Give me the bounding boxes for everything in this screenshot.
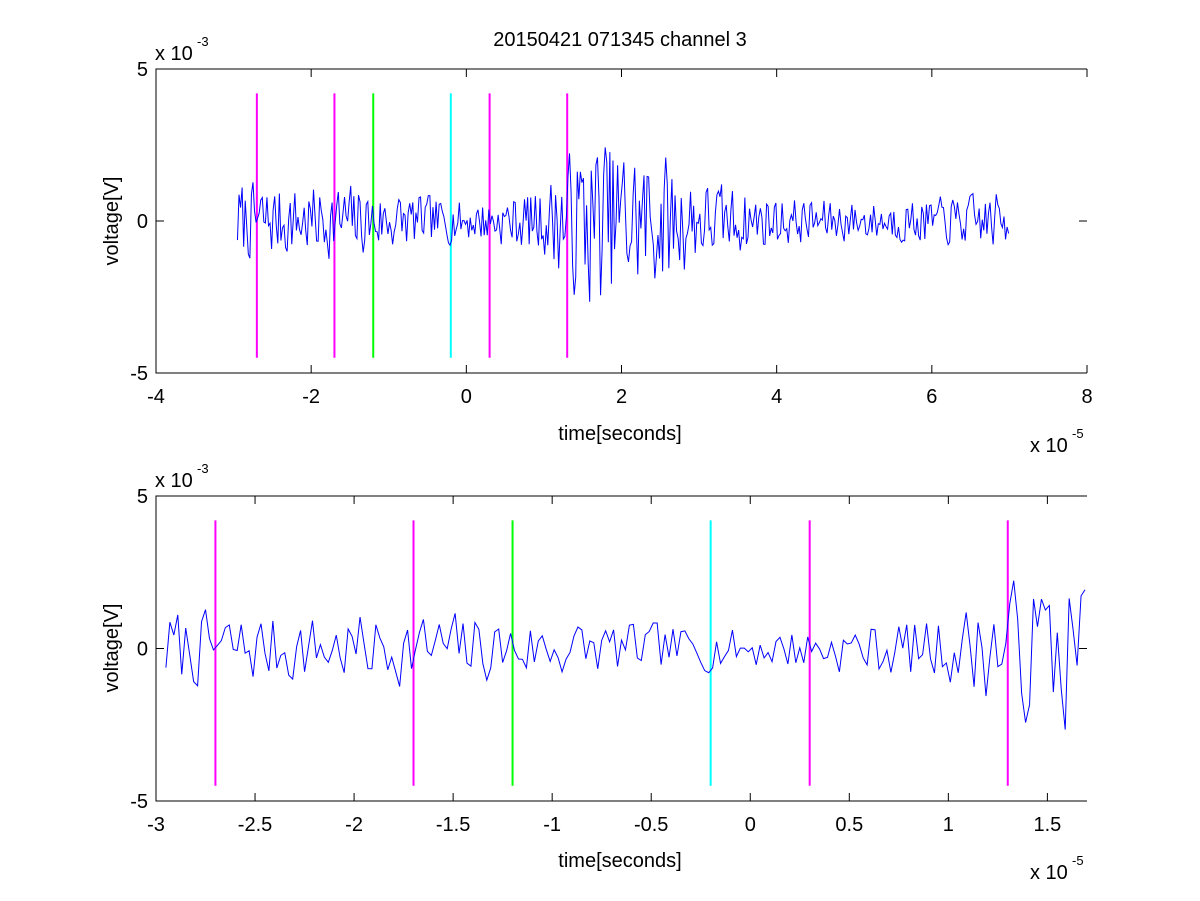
top-plot-x-tick-label: 8 [1081, 386, 1092, 408]
bottom-plot-signal-line [165, 580, 1086, 730]
top-plot-markers [255, 93, 569, 358]
top-plot-y-tick-label: 5 [137, 59, 148, 81]
top-plot-y-multiplier-power: -3 [197, 34, 209, 49]
top-plot-x-tick-label: 4 [771, 386, 782, 408]
top-plot-ticks: -4 -2 0 2 4 6 8 -5 0 5 [130, 59, 1092, 408]
bottom-plot-y-axis-label: voltage[V] [101, 604, 123, 693]
bottom-plot: -3 -2.5 -2 -1.5 -1 -0.5 0 0.5 1 1.5 -5 0 5 time[seco… [101, 461, 1087, 884]
top-plot-x-tick-label: 6 [926, 386, 937, 408]
bottom-plot-x-multiplier-power: -5 [1072, 853, 1084, 868]
top-plot-x-tick-label: 0 [461, 386, 472, 408]
bottom-plot-x-tick-label: 1 [943, 814, 954, 836]
bottom-plot-x-tick-label: -2.5 [238, 814, 272, 836]
bottom-plot-x-tick-label: 1.5 [1033, 814, 1061, 836]
bottom-plot-y-multiplier: x 10 [155, 470, 193, 492]
top-plot-y-tick-label: 0 [137, 211, 148, 233]
bottom-plot-y-tick-label: -5 [130, 791, 148, 813]
top-plot-x-axis-label: time[seconds] [558, 423, 681, 445]
top-plot-signal-line [236, 147, 1010, 302]
bottom-plot-markers [214, 520, 1009, 786]
bottom-plot-x-multiplier: x 10 [1030, 862, 1068, 884]
bottom-plot-x-axis-label: time[seconds] [558, 850, 681, 872]
bottom-plot-y-tick-label: 0 [137, 639, 148, 661]
top-plot-x-multiplier-power: -5 [1072, 426, 1084, 441]
top-plot-x-tick-label: -4 [147, 386, 165, 408]
top-plot: -4 -2 0 2 4 6 8 -5 0 5 time[seconds] voltage[V] x… [101, 34, 1093, 457]
top-plot-y-multiplier: x 10 [155, 43, 193, 65]
bottom-plot-x-tick-label: -2 [345, 814, 363, 836]
top-plot-y-axis-label: voltage[V] [101, 177, 123, 266]
bottom-plot-x-tick-label: 0 [745, 814, 756, 836]
chart-title: 20150421 071345 channel 3 [493, 29, 747, 51]
bottom-plot-x-tick-label: -0.5 [634, 814, 668, 836]
bottom-plot-x-tick-label: -1 [543, 814, 561, 836]
top-plot-x-tick-label: 2 [616, 386, 627, 408]
bottom-plot-ticks: -3 -2.5 -2 -1.5 -1 -0.5 0 0.5 1 1.5 -5 0 5 [130, 486, 1087, 836]
top-plot-x-multiplier: x 10 [1030, 435, 1068, 457]
bottom-plot-x-tick-label: -1.5 [436, 814, 470, 836]
bottom-plot-y-tick-label: 5 [137, 486, 148, 508]
bottom-plot-x-tick-label: 0.5 [835, 814, 863, 836]
bottom-plot-x-tick-label: -3 [147, 814, 165, 836]
top-plot-x-tick-label: -2 [302, 386, 320, 408]
bottom-plot-y-multiplier-power: -3 [197, 461, 209, 476]
top-plot-y-tick-label: -5 [130, 363, 148, 385]
